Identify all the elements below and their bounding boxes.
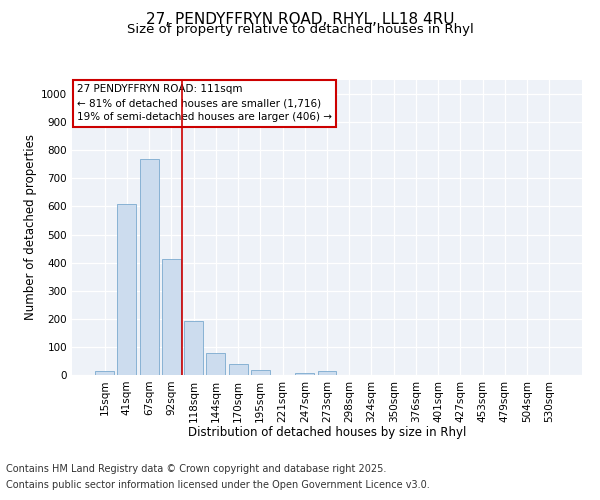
Bar xyxy=(317,372,337,375)
Text: 27 PENDYFFRYN ROAD: 111sqm
← 81% of detached houses are smaller (1,716)
19% of s: 27 PENDYFFRYN ROAD: 111sqm ← 81% of deta… xyxy=(77,84,332,122)
Text: Contains public sector information licensed under the Open Government Licence v3: Contains public sector information licen… xyxy=(6,480,430,490)
Bar xyxy=(162,259,181,375)
Y-axis label: Number of detached properties: Number of detached properties xyxy=(24,134,37,320)
X-axis label: Distribution of detached houses by size in Rhyl: Distribution of detached houses by size … xyxy=(188,426,466,439)
Bar xyxy=(140,158,158,375)
Bar xyxy=(251,370,270,375)
Bar xyxy=(95,371,114,375)
Text: Contains HM Land Registry data © Crown copyright and database right 2025.: Contains HM Land Registry data © Crown c… xyxy=(6,464,386,474)
Bar xyxy=(295,373,314,375)
Bar xyxy=(229,364,248,375)
Bar xyxy=(118,204,136,375)
Bar xyxy=(206,353,225,375)
Bar xyxy=(184,321,203,375)
Text: 27, PENDYFFRYN ROAD, RHYL, LL18 4RU: 27, PENDYFFRYN ROAD, RHYL, LL18 4RU xyxy=(146,12,454,28)
Text: Size of property relative to detached houses in Rhyl: Size of property relative to detached ho… xyxy=(127,22,473,36)
